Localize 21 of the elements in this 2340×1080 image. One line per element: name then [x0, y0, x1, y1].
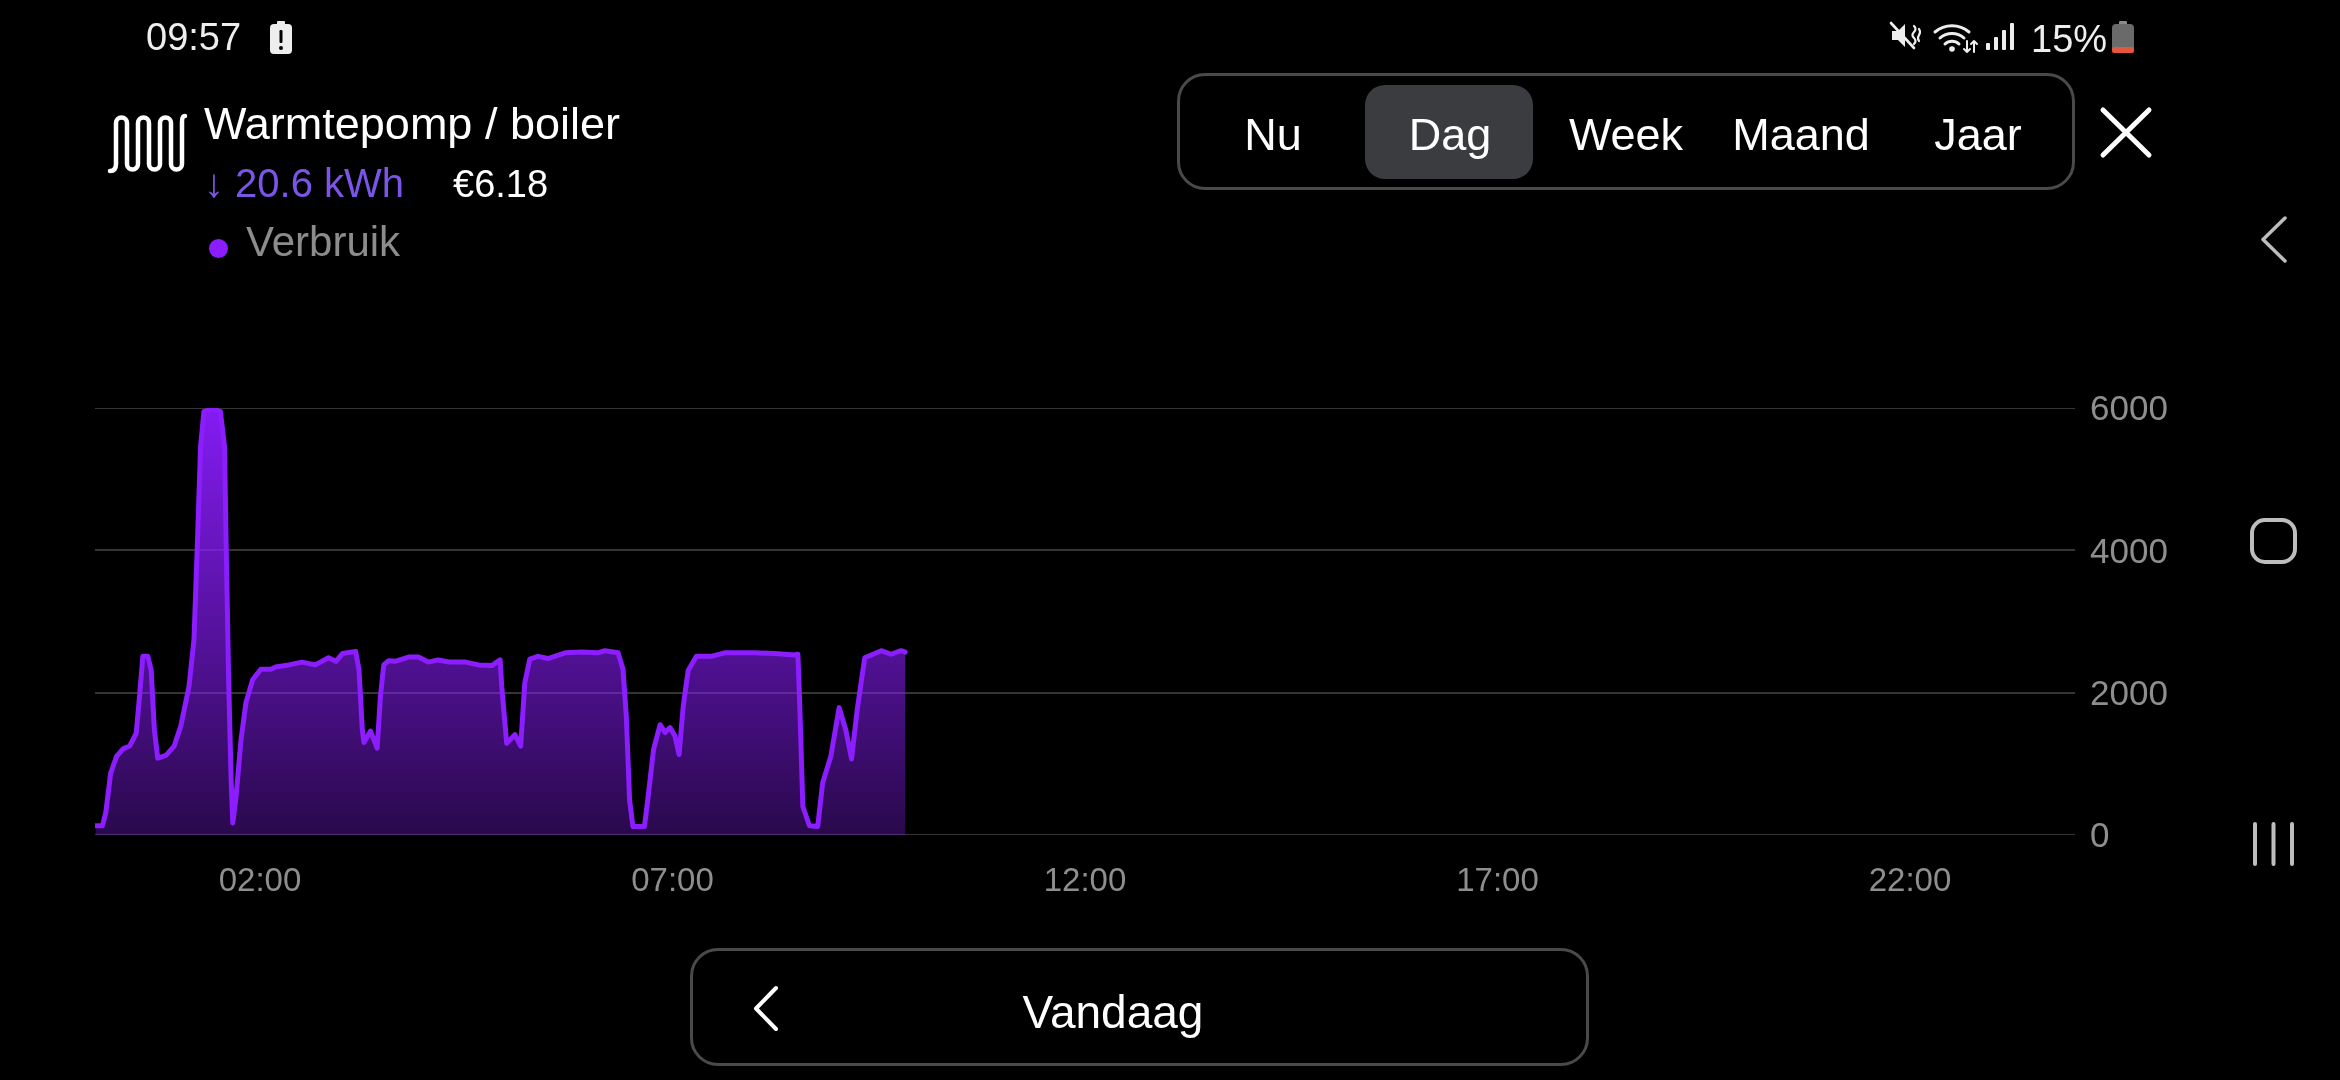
text: Dag	[1407, 109, 1493, 160]
text: Jaar	[1933, 109, 2023, 160]
text: Maand	[1731, 109, 1871, 160]
x-tick-label: 07:00	[631, 861, 714, 898]
text: €6.18	[453, 163, 549, 205]
text: Nu	[1243, 109, 1303, 160]
x-tick-label: 17:00	[1456, 861, 1539, 898]
y-tick-label: 0	[2090, 815, 2110, 855]
text: Week	[1567, 109, 1685, 160]
legend-label: Verbruik	[246, 218, 401, 265]
y-tick-label: 6000	[2090, 388, 2168, 428]
y-tick-label: 4000	[2090, 530, 2168, 570]
y-tick-label: 2000	[2090, 672, 2168, 712]
chart-title: Warmtepomp / boiler	[204, 98, 620, 149]
x-tick-label: 22:00	[1868, 861, 1952, 898]
text: 09:57	[146, 16, 242, 58]
text: Vandaag	[1021, 986, 1205, 1038]
chart-subtitle: ↓ 20.6 kWh	[204, 161, 405, 205]
x-tick-label: 02:00	[218, 861, 302, 898]
text: 15%	[2031, 18, 2108, 60]
x-tick-label: 12:00	[1043, 861, 1127, 898]
